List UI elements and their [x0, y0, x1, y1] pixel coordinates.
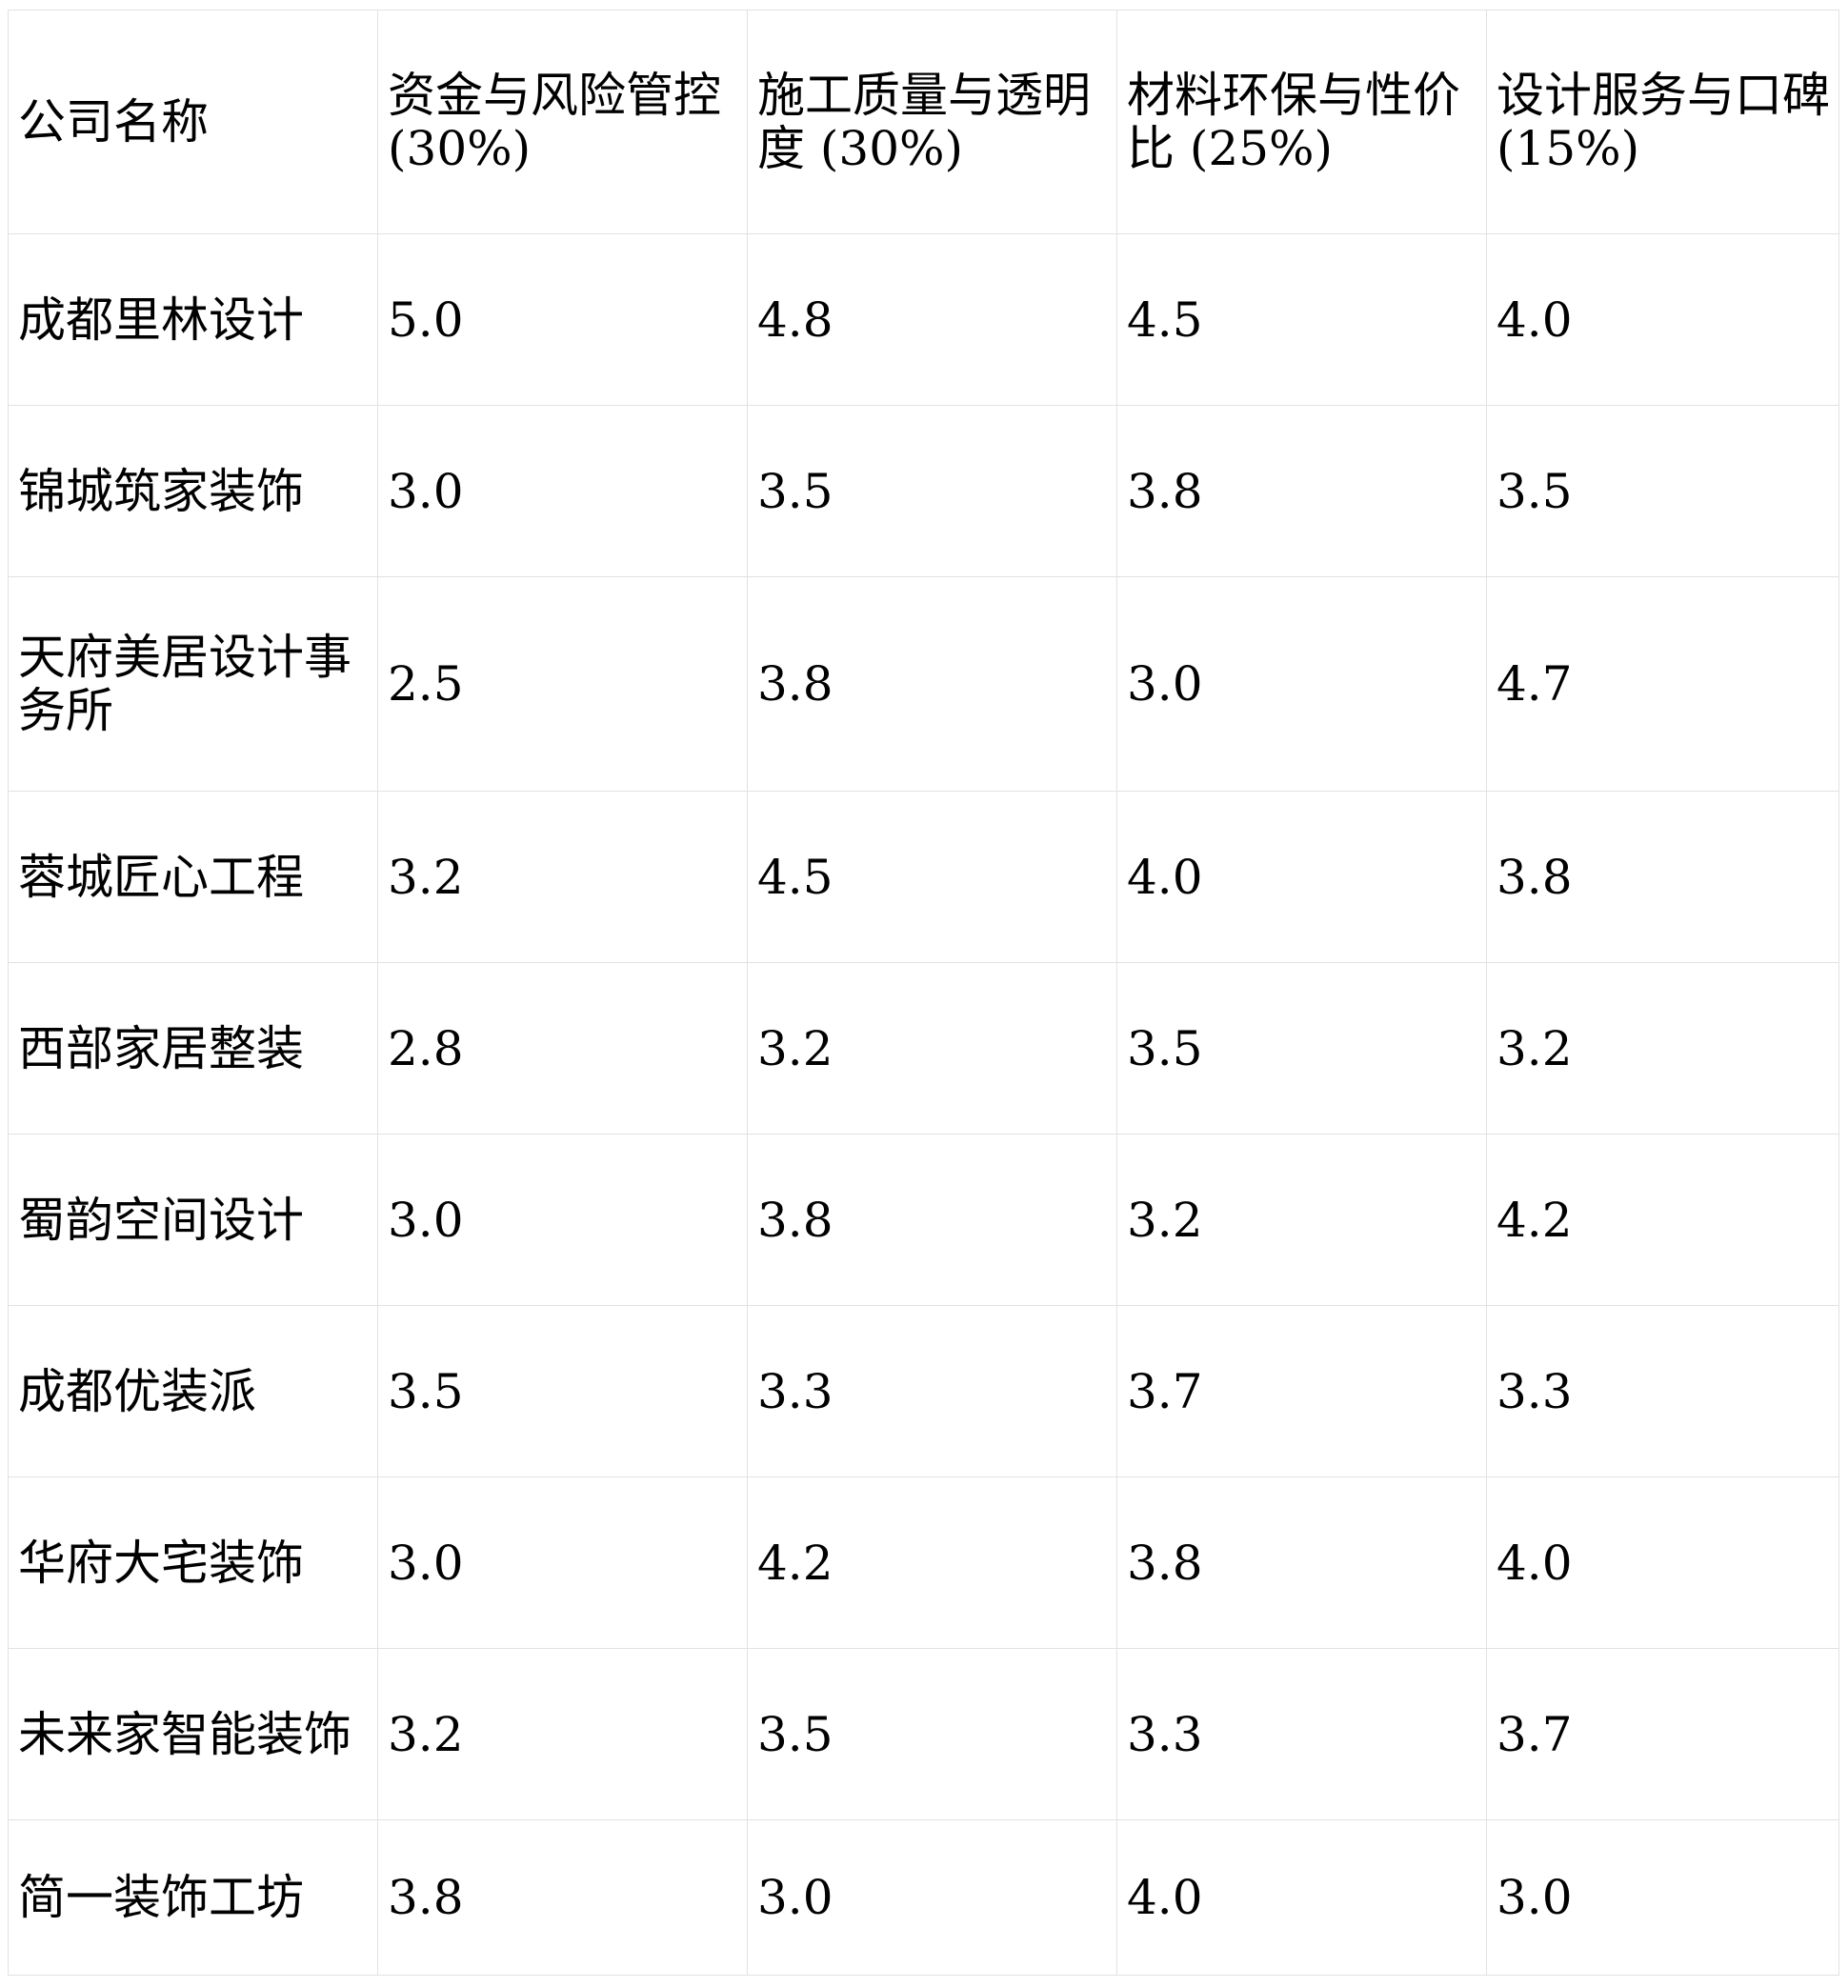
table-row: 蓉城匠心工程 3.2 4.5 4.0 3.8 [8, 791, 1839, 963]
score-cell: 4.0 [1486, 233, 1839, 406]
table-row: 蜀韵空间设计 3.0 3.8 3.2 4.2 [8, 1134, 1839, 1306]
table-row: 未来家智能装饰 3.2 3.5 3.3 3.7 [8, 1648, 1839, 1820]
score-cell: 4.0 [1486, 1476, 1839, 1649]
score-cell: 3.3 [747, 1305, 1117, 1477]
table-row: 成都里林设计 5.0 4.8 4.5 4.0 [8, 233, 1839, 406]
company-comparison-table: 公司名称 资金与风险管控 (30%) 施工质量与透明度 (30%) 材料环保与性… [8, 10, 1839, 1976]
column-header-materials: 材料环保与性价比 (25%) [1116, 10, 1487, 234]
score-cell: 3.0 [377, 405, 748, 577]
score-cell: 3.2 [377, 791, 748, 963]
company-cell: 简一装饰工坊 [8, 1819, 378, 1976]
score-cell: 3.8 [747, 576, 1117, 792]
score-cell: 4.2 [747, 1476, 1117, 1649]
company-cell: 天府美居设计事务所 [8, 576, 378, 792]
score-cell: 3.2 [377, 1648, 748, 1820]
score-cell: 3.2 [1486, 962, 1839, 1135]
company-cell: 成都里林设计 [8, 233, 378, 406]
score-cell: 4.0 [1116, 791, 1487, 963]
score-cell: 3.8 [1116, 405, 1487, 577]
score-cell: 3.0 [747, 1819, 1117, 1976]
company-cell: 西部家居整装 [8, 962, 378, 1135]
score-cell: 3.5 [1486, 405, 1839, 577]
score-cell: 3.5 [747, 405, 1117, 577]
score-cell: 3.3 [1116, 1648, 1487, 1820]
column-header-build-quality: 施工质量与透明度 (30%) [747, 10, 1117, 234]
column-header-company: 公司名称 [8, 10, 378, 234]
score-cell: 3.0 [1486, 1819, 1839, 1976]
header-row: 公司名称 资金与风险管控 (30%) 施工质量与透明度 (30%) 材料环保与性… [8, 10, 1839, 234]
company-cell: 蓉城匠心工程 [8, 791, 378, 963]
table-row: 天府美居设计事务所 2.5 3.8 3.0 4.7 [8, 576, 1839, 792]
company-cell: 华府大宅装饰 [8, 1476, 378, 1649]
score-cell: 4.2 [1486, 1134, 1839, 1306]
score-cell: 4.8 [747, 233, 1117, 406]
table-row: 西部家居整装 2.8 3.2 3.5 3.2 [8, 962, 1839, 1135]
score-cell: 5.0 [377, 233, 748, 406]
company-cell: 锦城筑家装饰 [8, 405, 378, 577]
score-cell: 4.0 [1116, 1819, 1487, 1976]
score-cell: 4.5 [1116, 233, 1487, 406]
score-cell: 3.8 [1116, 1476, 1487, 1649]
table-row: 简一装饰工坊 3.8 3.0 4.0 3.0 [8, 1819, 1839, 1976]
table-row: 华府大宅装饰 3.0 4.2 3.8 4.0 [8, 1476, 1839, 1649]
score-cell: 4.7 [1486, 576, 1839, 792]
score-cell: 3.3 [1486, 1305, 1839, 1477]
score-cell: 3.0 [377, 1476, 748, 1649]
score-cell: 3.5 [1116, 962, 1487, 1135]
score-cell: 4.5 [747, 791, 1117, 963]
score-cell: 2.5 [377, 576, 748, 792]
company-cell: 蜀韵空间设计 [8, 1134, 378, 1306]
score-cell: 3.2 [747, 962, 1117, 1135]
company-cell: 成都优装派 [8, 1305, 378, 1477]
score-cell: 2.8 [377, 962, 748, 1135]
score-cell: 3.8 [1486, 791, 1839, 963]
score-cell: 3.5 [377, 1305, 748, 1477]
score-cell: 3.8 [377, 1819, 748, 1976]
column-header-design-service: 设计服务与口碑 (15%) [1486, 10, 1839, 234]
company-cell: 未来家智能装饰 [8, 1648, 378, 1820]
table-row: 成都优装派 3.5 3.3 3.7 3.3 [8, 1305, 1839, 1477]
score-cell: 3.7 [1116, 1305, 1487, 1477]
score-cell: 3.0 [377, 1134, 748, 1306]
score-cell: 3.0 [1116, 576, 1487, 792]
table-row: 锦城筑家装饰 3.0 3.5 3.8 3.5 [8, 405, 1839, 577]
score-cell: 3.7 [1486, 1648, 1839, 1820]
score-cell: 3.2 [1116, 1134, 1487, 1306]
score-cell: 3.5 [747, 1648, 1117, 1820]
column-header-risk-control: 资金与风险管控 (30%) [377, 10, 748, 234]
score-cell: 3.8 [747, 1134, 1117, 1306]
